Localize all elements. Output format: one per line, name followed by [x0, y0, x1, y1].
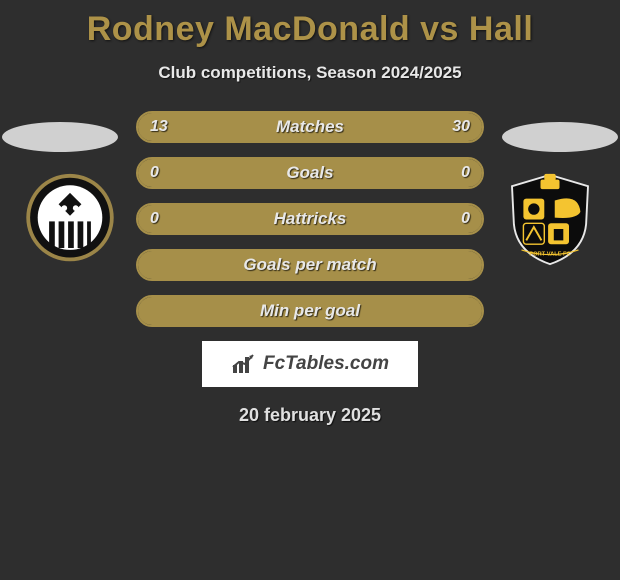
stat-label: Goals	[286, 163, 333, 183]
stat-value-right: 0	[461, 164, 470, 182]
svg-text:PORT VALE FC: PORT VALE FC	[529, 252, 570, 258]
chart-icon	[231, 353, 257, 375]
date-text: 20 february 2025	[0, 405, 620, 426]
subtitle: Club competitions, Season 2024/2025	[0, 63, 620, 83]
stat-value-left: 0	[150, 210, 159, 228]
stat-row-gpm: Goals per match	[136, 249, 484, 281]
stat-value-left: 13	[150, 118, 168, 136]
stat-fill-left	[138, 159, 310, 187]
stat-value-right: 0	[461, 210, 470, 228]
stat-row-matches: 13 Matches 30	[136, 111, 484, 143]
club-badge-left	[20, 172, 120, 267]
stat-row-goals: 0 Goals 0	[136, 157, 484, 189]
stat-value-right: 30	[452, 118, 470, 136]
stat-row-mpg: Min per goal	[136, 295, 484, 327]
stat-value-left: 0	[150, 164, 159, 182]
stat-label: Goals per match	[243, 255, 376, 275]
brand-text: FcTables.com	[263, 353, 389, 375]
stat-fill-right	[310, 159, 482, 187]
player-ellipse-left	[2, 122, 118, 152]
stat-label: Min per goal	[260, 301, 360, 321]
stat-label: Hattricks	[274, 209, 347, 229]
player-ellipse-right	[502, 122, 618, 152]
page-title: Rodney MacDonald vs Hall	[0, 0, 620, 49]
stat-row-hattricks: 0 Hattricks 0	[136, 203, 484, 235]
brand-box: FcTables.com	[202, 341, 418, 387]
club-badge-right: PORT VALE FC	[500, 172, 600, 267]
stat-label: Matches	[276, 117, 344, 137]
